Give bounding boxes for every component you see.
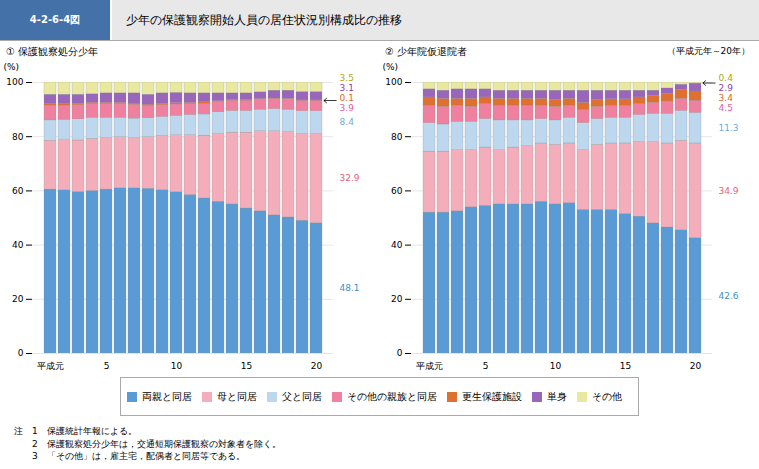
html-text:その他の親族と同居: その他の親族と同居 (347, 390, 437, 402)
svg-text:(%): (%) (383, 62, 399, 72)
svg-text:20: 20 (12, 294, 24, 304)
svg-text:5: 5 (483, 361, 489, 371)
html-text:少年の保護観察開始人員の居住状況別構成比の推移: 少年の保護観察開始人員の居住状況別構成比の推移 (126, 12, 402, 27)
svg-text:3.9: 3.9 (340, 103, 355, 113)
svg-text:0.1: 0.1 (340, 93, 354, 103)
svg-text:40: 40 (391, 240, 403, 250)
svg-text:11.3: 11.3 (719, 123, 739, 133)
svg-text:34.9: 34.9 (719, 186, 739, 196)
svg-text:0: 0 (18, 348, 24, 358)
svg-text:平成元: 平成元 (416, 361, 443, 371)
html-text:2 保護観察処分少年は，交通短期保護観察の対象者を除く。: 2 保護観察処分少年は，交通短期保護観察の対象者を除く。 (14, 438, 281, 449)
svg-text:3.5: 3.5 (340, 73, 354, 83)
html-text:4-2-6-4図: 4-2-6-4図 (29, 14, 81, 25)
svg-text:3.1: 3.1 (340, 83, 354, 93)
svg-text:80: 80 (12, 132, 24, 142)
svg-text:100: 100 (6, 77, 23, 87)
svg-text:60: 60 (12, 186, 24, 196)
svg-text:10: 10 (171, 361, 183, 371)
svg-text:8.4: 8.4 (340, 117, 355, 127)
svg-text:32.9: 32.9 (340, 173, 360, 183)
html-text:更生保護施設: 更生保護施設 (462, 390, 522, 402)
svg-text:20: 20 (391, 294, 403, 304)
html-text:3 「その他」は，雇主宅，配偶者と同居等である。: 3 「その他」は，雇主宅，配偶者と同居等である。 (14, 451, 245, 461)
svg-text:15: 15 (241, 361, 252, 371)
html-text:両親と同居: 両親と同居 (142, 390, 192, 402)
svg-text:平成元: 平成元 (37, 361, 64, 371)
svg-text:5: 5 (104, 361, 110, 371)
svg-text:2.9: 2.9 (719, 83, 734, 93)
html-text:② 少年院仮退院者: ② 少年院仮退院者 (385, 46, 468, 57)
svg-text:0: 0 (397, 348, 403, 358)
svg-text:10: 10 (550, 361, 562, 371)
svg-text:20: 20 (690, 361, 702, 371)
svg-text:42.6: 42.6 (719, 291, 739, 301)
svg-text:3.4: 3.4 (719, 93, 734, 103)
svg-text:(%): (%) (4, 62, 20, 72)
html-text:注 1 保護統計年報による。: 注 1 保護統計年報による。 (14, 426, 137, 436)
html-text:父と同居: 父と同居 (282, 390, 322, 402)
html-text:① 保護観察処分少年: ① 保護観察処分少年 (6, 46, 99, 57)
html-text:その他: その他 (592, 390, 622, 402)
svg-text:40: 40 (12, 240, 24, 250)
html-text:母と同居: 母と同居 (217, 390, 257, 402)
svg-text:100: 100 (385, 77, 402, 87)
svg-text:48.1: 48.1 (340, 283, 360, 293)
svg-text:80: 80 (391, 132, 403, 142)
svg-text:0.4: 0.4 (719, 73, 734, 83)
svg-text:20: 20 (311, 361, 323, 371)
svg-text:60: 60 (391, 186, 403, 196)
html-text:（平成元年～20年）: （平成元年～20年） (666, 46, 750, 56)
svg-text:15: 15 (620, 361, 631, 371)
html-text:単身: 単身 (547, 390, 567, 402)
svg-text:4.5: 4.5 (719, 103, 733, 113)
